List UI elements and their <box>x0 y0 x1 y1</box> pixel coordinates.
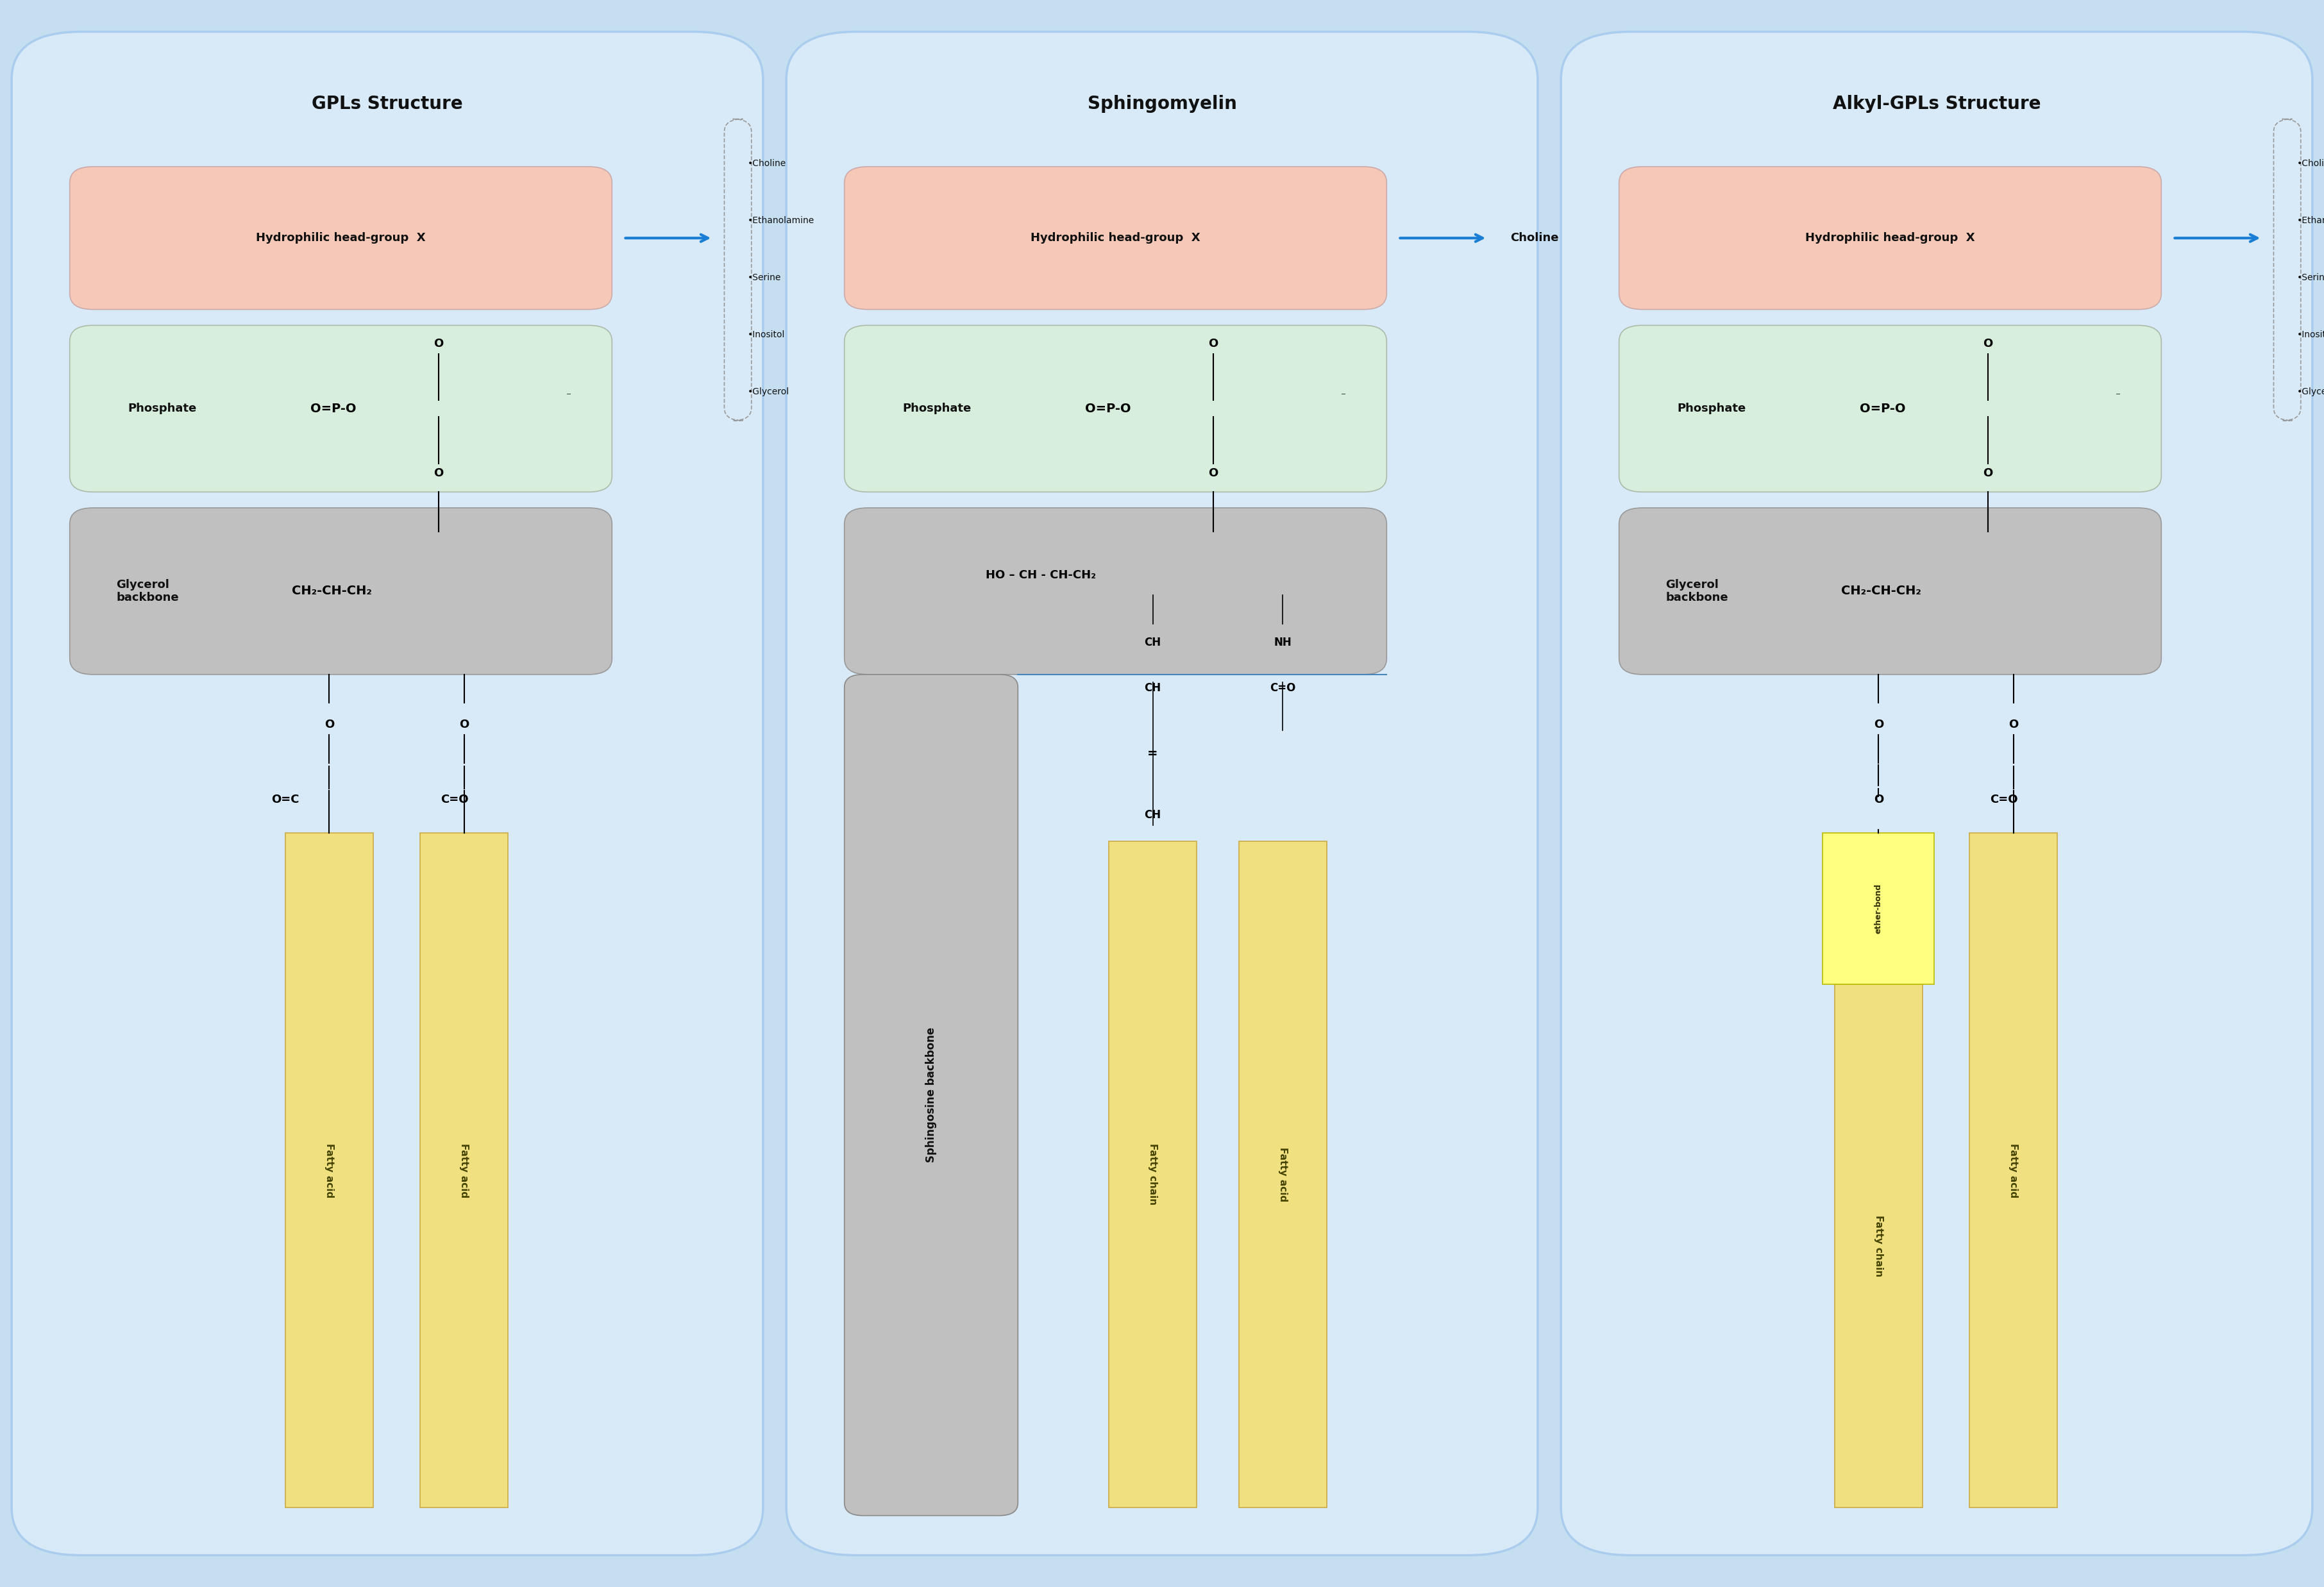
Text: O: O <box>325 719 335 730</box>
Text: Fatty acid: Fatty acid <box>325 1143 335 1198</box>
Text: ⁻: ⁻ <box>2115 390 2122 402</box>
Text: NH: NH <box>1274 636 1292 649</box>
FancyBboxPatch shape <box>844 674 1018 1516</box>
Text: Fatty chain: Fatty chain <box>1148 1144 1157 1205</box>
Text: •Glycerol: •Glycerol <box>748 387 790 397</box>
Bar <box>1239 841 1327 1508</box>
Text: •Choline: •Choline <box>2296 159 2324 168</box>
Text: Fatty acid: Fatty acid <box>1278 1147 1287 1201</box>
Text: =: = <box>1148 747 1157 760</box>
Text: C=O: C=O <box>1269 682 1297 694</box>
Text: C=O: C=O <box>442 794 469 805</box>
Text: O=P-O: O=P-O <box>1085 403 1132 414</box>
Text: O: O <box>1208 338 1218 349</box>
FancyBboxPatch shape <box>70 508 611 674</box>
Text: ⁻: ⁻ <box>567 390 572 402</box>
Text: •Serine: •Serine <box>2296 273 2324 282</box>
Text: •Ethanolamine: •Ethanolamine <box>2296 216 2324 225</box>
Text: ⁻: ⁻ <box>1341 390 1346 402</box>
Text: Phosphate: Phosphate <box>1678 403 1745 414</box>
Text: •Ethanolamine: •Ethanolamine <box>748 216 813 225</box>
Text: Hydrophilic head-group  X: Hydrophilic head-group X <box>256 232 425 244</box>
Text: GPLs Structure: GPLs Structure <box>311 95 462 113</box>
Text: O=C: O=C <box>272 794 300 805</box>
FancyBboxPatch shape <box>844 508 1387 674</box>
Text: Phosphate: Phosphate <box>128 403 198 414</box>
Bar <box>421 833 509 1508</box>
Text: O: O <box>435 338 444 349</box>
Text: CH: CH <box>1143 636 1162 649</box>
Text: Fatty acid: Fatty acid <box>460 1143 469 1198</box>
Text: O: O <box>1208 468 1218 479</box>
Text: Choline: Choline <box>1511 232 1559 244</box>
Text: •Glycerol: •Glycerol <box>2296 387 2324 397</box>
Text: CH₂-CH-CH₂: CH₂-CH-CH₂ <box>293 586 372 597</box>
Text: Sphingosine backbone: Sphingosine backbone <box>925 1027 937 1163</box>
Text: •Choline: •Choline <box>748 159 786 168</box>
Text: O: O <box>1873 719 1882 730</box>
FancyBboxPatch shape <box>70 325 611 492</box>
FancyBboxPatch shape <box>786 32 1538 1555</box>
Text: •Inositol: •Inositol <box>2296 330 2324 340</box>
Text: CH: CH <box>1143 682 1162 694</box>
Text: O=P-O: O=P-O <box>311 403 356 414</box>
Text: CH: CH <box>1143 809 1162 820</box>
Text: O: O <box>460 719 469 730</box>
Bar <box>1109 841 1197 1508</box>
Text: Phosphate: Phosphate <box>902 403 971 414</box>
FancyBboxPatch shape <box>12 32 762 1555</box>
Text: Glycerol
backbone: Glycerol backbone <box>1666 579 1729 603</box>
Text: Fatty acid: Fatty acid <box>2008 1143 2017 1198</box>
Text: Alkyl-GPLs Structure: Alkyl-GPLs Structure <box>1834 95 2040 113</box>
FancyBboxPatch shape <box>844 167 1387 309</box>
Bar <box>1834 984 1922 1508</box>
Text: O=P-O: O=P-O <box>1859 403 1906 414</box>
FancyBboxPatch shape <box>1620 508 2161 674</box>
Text: C=O: C=O <box>1989 794 2017 805</box>
Text: Hydrophilic head-group  X: Hydrophilic head-group X <box>1806 232 1975 244</box>
FancyBboxPatch shape <box>1620 325 2161 492</box>
Text: ether-bond: ether-bond <box>1875 884 1882 933</box>
Text: O: O <box>1982 468 1992 479</box>
Bar <box>1968 833 2057 1508</box>
Text: CH₂-CH-CH₂: CH₂-CH-CH₂ <box>1841 586 1922 597</box>
Text: O: O <box>1873 794 1882 805</box>
Text: Hydrophilic head-group  X: Hydrophilic head-group X <box>1030 232 1202 244</box>
FancyBboxPatch shape <box>1562 32 2312 1555</box>
FancyBboxPatch shape <box>1620 167 2161 309</box>
Text: Glycerol
backbone: Glycerol backbone <box>116 579 179 603</box>
Text: HO – CH - CH-CH₂: HO – CH - CH-CH₂ <box>985 570 1095 581</box>
Bar <box>286 833 374 1508</box>
Text: Sphingomyelin: Sphingomyelin <box>1088 95 1236 113</box>
Text: •Serine: •Serine <box>748 273 781 282</box>
Text: •Inositol: •Inositol <box>748 330 786 340</box>
FancyBboxPatch shape <box>70 167 611 309</box>
Text: O: O <box>2008 719 2017 730</box>
Text: Fatty chain: Fatty chain <box>1873 1216 1882 1276</box>
Text: O: O <box>1982 338 1992 349</box>
Bar <box>1822 833 1934 984</box>
Text: O: O <box>435 468 444 479</box>
FancyBboxPatch shape <box>844 325 1387 492</box>
